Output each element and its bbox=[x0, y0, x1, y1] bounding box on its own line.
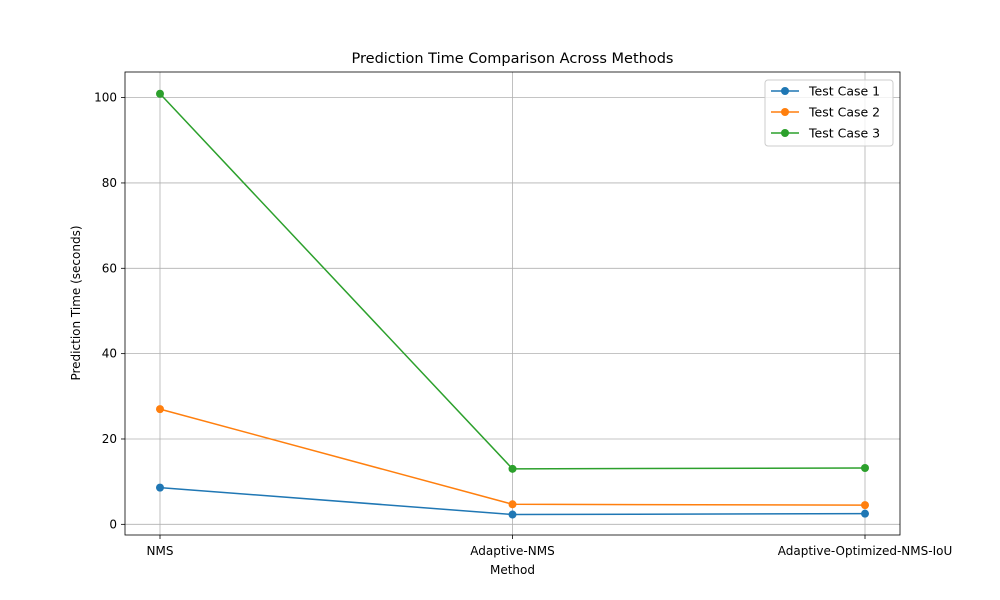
series-2 bbox=[156, 405, 869, 510]
y-tick-label: 100 bbox=[94, 91, 117, 105]
data-point bbox=[508, 510, 517, 519]
x-tick-label: Adaptive-Optimized-NMS-IoU bbox=[778, 544, 952, 558]
x-tick-labels: NMS Adaptive-NMS Adaptive-Optimized-NMS-Io… bbox=[147, 544, 953, 558]
series-group bbox=[156, 89, 869, 519]
y-tick-label: 40 bbox=[102, 347, 117, 361]
data-point bbox=[156, 405, 164, 414]
data-point bbox=[861, 509, 869, 518]
plot-frame bbox=[124, 71, 901, 536]
legend-label: Test Case 3 bbox=[808, 126, 880, 141]
y-axis-label: Prediction Time (seconds) bbox=[69, 225, 83, 380]
legend: Test Case 1 Test Case 2 Test Case 3 bbox=[764, 79, 894, 147]
legend-item: Test Case 3 bbox=[771, 126, 880, 141]
data-point bbox=[508, 464, 517, 473]
legend-label: Test Case 1 bbox=[808, 84, 880, 99]
legend-marker bbox=[781, 108, 789, 116]
series-3 bbox=[156, 89, 869, 473]
axes bbox=[121, 71, 901, 539]
x-axis-label: Method bbox=[490, 563, 535, 577]
chart-title: Prediction Time Comparison Across Method… bbox=[352, 51, 674, 67]
y-tick-label: 80 bbox=[102, 176, 117, 190]
legend-box bbox=[764, 79, 894, 147]
legend-item: Test Case 1 bbox=[771, 84, 880, 99]
series-1 bbox=[156, 483, 869, 519]
legend-label: Test Case 2 bbox=[808, 105, 880, 120]
legend-marker bbox=[781, 129, 789, 137]
x-tick-label: NMS bbox=[147, 544, 174, 558]
data-point bbox=[861, 464, 869, 473]
y-tick-label: 20 bbox=[102, 432, 117, 446]
legend-marker bbox=[781, 87, 789, 95]
y-tick-label: 60 bbox=[102, 261, 117, 275]
data-point bbox=[861, 501, 869, 510]
data-point bbox=[508, 500, 517, 509]
y-tick-labels: 0 20 40 60 80 100 bbox=[94, 91, 117, 532]
legend-item: Test Case 2 bbox=[771, 105, 880, 120]
data-point bbox=[156, 483, 164, 492]
data-point bbox=[156, 89, 164, 98]
x-tick-label: Adaptive-NMS bbox=[470, 544, 554, 558]
y-tick-label: 0 bbox=[109, 517, 117, 531]
